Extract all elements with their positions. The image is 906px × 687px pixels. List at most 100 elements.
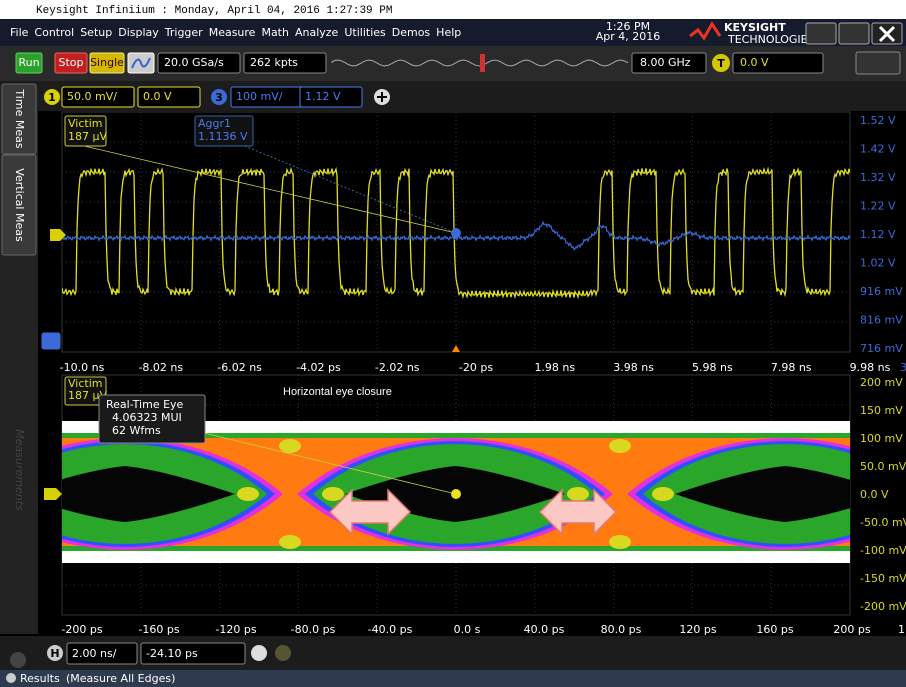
victim-marker-box: [64, 115, 107, 147]
menu-item[interactable]: Measure: [209, 26, 256, 39]
marker-value: 187 µV: [68, 130, 107, 143]
victim-eye-box: [64, 376, 107, 406]
eye-blob: [279, 439, 301, 453]
channel-offset-box[interactable]: [299, 86, 363, 108]
channel-scale-box[interactable]: [61, 86, 135, 108]
marker-name: Aggr1: [198, 117, 231, 130]
y-label: 1.02 V: [860, 257, 896, 270]
x-label: 200 ps: [833, 623, 870, 636]
timeline-wave: [331, 59, 629, 67]
h-position-box[interactable]: [140, 642, 246, 665]
h-scale: 2.00 ns/: [72, 647, 117, 660]
channel-scale: 100 mV/: [236, 90, 283, 103]
y-label: -100 mV: [860, 544, 906, 557]
menu-item[interactable]: Demos: [392, 26, 431, 39]
y-label: -50.0 mV: [860, 516, 906, 529]
y-label: -150 mV: [860, 572, 906, 585]
aggressor-waveform: [62, 220, 850, 251]
eye-info: Real-Time Eye: [106, 398, 184, 411]
channel-badge-bg: [211, 89, 227, 105]
menu-item[interactable]: Control: [34, 26, 74, 39]
h-scale-box[interactable]: [66, 642, 138, 665]
trigger-badge: T: [717, 57, 725, 70]
marker-name: Victim: [68, 377, 102, 390]
side-tab[interactable]: [1, 83, 37, 155]
upper-traces: [62, 166, 850, 300]
side-tab-label: Time Meas: [13, 88, 26, 148]
brand-logo: [689, 21, 722, 41]
y-label: 1.32 V: [860, 171, 896, 184]
menu-item[interactable]: File: [10, 26, 29, 39]
x-label: -120 ps: [215, 623, 256, 636]
window-button[interactable]: [805, 22, 837, 45]
y-label: 1.12 V: [860, 228, 896, 241]
channel-offset-box[interactable]: [137, 86, 201, 108]
x-label: 3.98 ns: [613, 361, 654, 374]
origin-icon: [275, 645, 291, 661]
y-label: 816 mV: [860, 314, 903, 327]
victim-waveform: [62, 166, 850, 300]
y-label: 916 mV: [860, 285, 903, 298]
marker-name: Victim: [68, 117, 102, 130]
closure-arrow: [538, 488, 618, 536]
closure-arrow: [328, 488, 412, 536]
eye-band-top-green: [62, 433, 850, 438]
bandwidth: 8.00 GHz: [640, 56, 691, 69]
window-button[interactable]: [838, 22, 870, 45]
x-label: -10.0 ns: [60, 361, 105, 374]
side-tab[interactable]: [1, 154, 37, 256]
trigger-badge-bg: [712, 54, 730, 72]
eye-blob: [322, 487, 344, 501]
menu-item[interactable]: Utilities: [344, 26, 386, 39]
ground-marker: [44, 488, 62, 500]
auto-icon: [131, 57, 151, 69]
run-button[interactable]: [15, 52, 43, 74]
y-label: 716 mV: [860, 342, 903, 355]
menu-item[interactable]: Setup: [80, 26, 112, 39]
x-label: -6.02 ns: [217, 361, 262, 374]
h-position: -24.10 ps: [146, 647, 198, 660]
marker-value: 1.1136 V: [198, 130, 248, 143]
brand-name: KEYSIGHT: [724, 21, 786, 34]
x-label: -4.02 ps: [296, 361, 341, 374]
menu-item[interactable]: Trigger: [164, 26, 203, 39]
zoom-button[interactable]: [855, 51, 901, 75]
single-button[interactable]: [89, 52, 125, 74]
trigger-level-box[interactable]: [732, 52, 824, 74]
x-label: -40.0 ps: [368, 623, 413, 636]
y-label: -200 mV: [860, 600, 906, 613]
h-badge: H: [50, 647, 59, 660]
menu-item[interactable]: Display: [118, 26, 159, 39]
status-detail: (Measure All Edges): [66, 672, 175, 685]
annotation: Horizontal eye closure: [283, 386, 392, 398]
y-label: 1.52 V: [860, 114, 896, 127]
ch3-ref-marker: [41, 332, 61, 350]
eye-band-bottom: [62, 551, 850, 563]
eye-blob: [237, 487, 259, 501]
eye-blob: [609, 439, 631, 453]
status-tab[interactable]: Results: [20, 672, 60, 685]
x-label: -8.02 ns: [138, 361, 183, 374]
add-icon: [377, 92, 387, 102]
channel-bar: [0, 81, 906, 111]
single-label: Single: [90, 56, 124, 69]
menu-item[interactable]: Math: [261, 26, 289, 39]
y-label: 200 mV: [860, 376, 903, 389]
x-label: -160 ps: [138, 623, 179, 636]
x-label: 0.0 s: [454, 623, 481, 636]
stop-button[interactable]: [54, 52, 88, 74]
victim-leader: [79, 144, 457, 234]
eye-info-box: [98, 394, 206, 444]
x-label: -2.02 ns: [375, 361, 420, 374]
memory-box[interactable]: [243, 52, 327, 74]
eye-blob: [567, 487, 589, 501]
sample-rate-box[interactable]: [157, 52, 241, 74]
menu-item[interactable]: Analyze: [295, 26, 339, 39]
x-label: 40.0 ps: [524, 623, 565, 636]
bandwidth-box[interactable]: [631, 52, 707, 74]
menu-item[interactable]: Help: [436, 26, 461, 39]
expand-button: [10, 652, 26, 668]
marker-dot: [451, 228, 461, 238]
